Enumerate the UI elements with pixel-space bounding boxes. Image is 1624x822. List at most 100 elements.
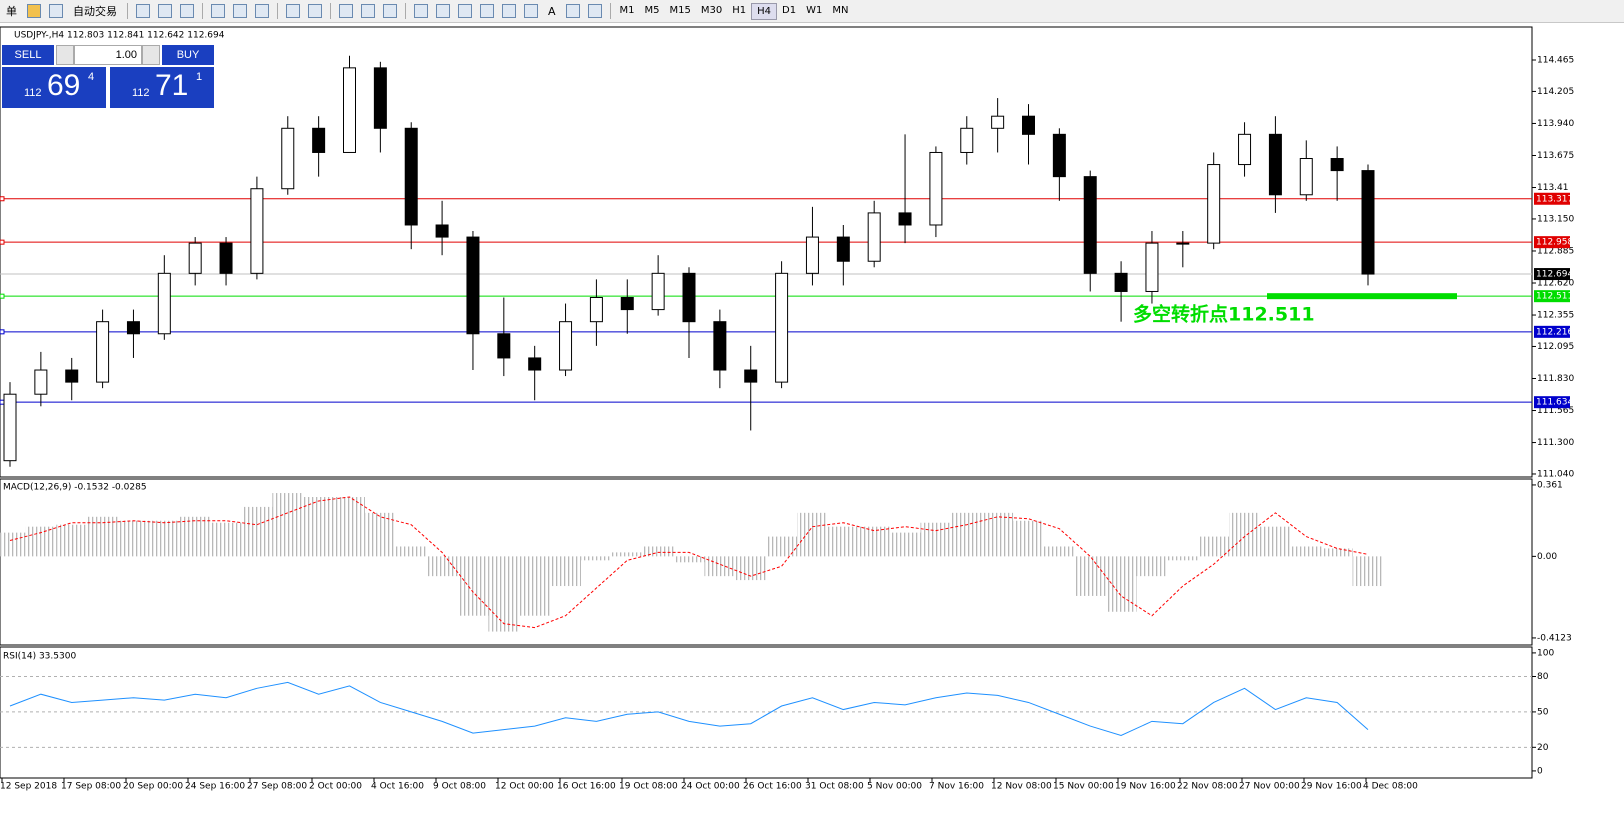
candle-body bbox=[96, 321, 110, 383]
icon[interactable] bbox=[565, 4, 580, 18]
y-tick-label: 114.465 bbox=[1537, 55, 1574, 65]
candle-body bbox=[250, 188, 264, 274]
icon[interactable] bbox=[27, 4, 41, 18]
icon[interactable] bbox=[339, 4, 353, 18]
candle-body bbox=[126, 321, 140, 335]
y-tick-label: 112.095 bbox=[1537, 342, 1574, 352]
ask-price[interactable]: 112 71 1 bbox=[110, 67, 214, 108]
rsi-tick-label: 20 bbox=[1537, 743, 1549, 753]
separator bbox=[609, 3, 611, 19]
level-label-box bbox=[1534, 290, 1570, 303]
icon[interactable] bbox=[414, 4, 428, 18]
y-tick-label: 113.675 bbox=[1537, 151, 1574, 161]
bid-price[interactable]: 112 69 4 bbox=[2, 67, 106, 108]
x-tick-label: 16 Oct 16:00 bbox=[557, 782, 616, 792]
icon[interactable] bbox=[233, 4, 247, 18]
macd-histogram bbox=[303, 497, 335, 557]
macd-histogram bbox=[1290, 546, 1322, 557]
price-main: 71 bbox=[155, 69, 189, 102]
icon[interactable] bbox=[158, 4, 172, 18]
lot-down[interactable] bbox=[56, 45, 74, 65]
x-tick-label: 20 Sep 00:00 bbox=[123, 782, 183, 792]
candle-body bbox=[960, 127, 974, 153]
y-tick-label: 111.300 bbox=[1537, 438, 1574, 448]
price-big: 112 bbox=[24, 87, 42, 99]
x-tick-label: 17 Sep 08:00 bbox=[61, 782, 121, 792]
lot-input[interactable]: 1.00 bbox=[74, 45, 142, 65]
macd-signal bbox=[9, 496, 1369, 629]
period-button[interactable]: H4 bbox=[751, 2, 778, 20]
candle-body bbox=[744, 369, 758, 383]
icon[interactable] bbox=[436, 4, 450, 18]
y-tick-label: 112.355 bbox=[1537, 311, 1574, 321]
x-tick-label: 12 Oct 00:00 bbox=[495, 782, 554, 792]
period-button[interactable]: M5 bbox=[644, 4, 660, 16]
candle-body bbox=[1207, 164, 1221, 244]
period-button[interactable]: D1 bbox=[782, 4, 797, 16]
separator bbox=[202, 3, 203, 19]
macd-histogram bbox=[1229, 512, 1260, 557]
period-button[interactable]: M15 bbox=[669, 4, 691, 16]
text-tool[interactable]: A bbox=[548, 4, 556, 18]
icon[interactable] bbox=[502, 4, 516, 18]
icon[interactable] bbox=[524, 4, 538, 18]
period-button[interactable]: M1 bbox=[619, 4, 635, 16]
candle-body bbox=[281, 127, 295, 190]
rsi-tick-label: 80 bbox=[1537, 672, 1549, 682]
price-small: 4 bbox=[88, 71, 95, 83]
icon[interactable] bbox=[458, 4, 472, 18]
icon[interactable] bbox=[255, 4, 269, 18]
period-button[interactable]: MN bbox=[832, 4, 849, 16]
icon[interactable] bbox=[480, 4, 494, 18]
macd-histogram bbox=[210, 522, 242, 557]
rsi-tick-label: 100 bbox=[1537, 648, 1554, 658]
x-tick-label: 5 Nov 00:00 bbox=[867, 782, 922, 792]
macd-histogram bbox=[1352, 556, 1384, 587]
macd-histogram bbox=[982, 512, 1014, 557]
price-small: 1 bbox=[196, 71, 203, 83]
macd-histogram bbox=[87, 516, 119, 557]
macd-histogram bbox=[148, 520, 180, 557]
macd-histogram bbox=[550, 556, 581, 587]
icon[interactable] bbox=[180, 4, 194, 18]
sell-button[interactable]: SELL bbox=[2, 45, 54, 65]
icon[interactable] bbox=[136, 4, 150, 18]
macd-histogram bbox=[1259, 526, 1291, 557]
macd-histogram bbox=[766, 536, 798, 557]
macd-histogram bbox=[827, 526, 859, 557]
icon[interactable] bbox=[286, 4, 300, 18]
buy-button[interactable]: BUY bbox=[162, 45, 214, 65]
candle-body bbox=[898, 212, 912, 226]
menu-fragment[interactable]: 单 bbox=[6, 5, 17, 18]
x-tick-label: 15 Nov 00:00 bbox=[1053, 782, 1114, 792]
macd-histogram bbox=[1043, 546, 1075, 557]
icon[interactable] bbox=[49, 4, 63, 18]
level-handle bbox=[0, 239, 5, 245]
macd-histogram bbox=[858, 526, 890, 557]
icon[interactable] bbox=[383, 4, 397, 18]
icon[interactable] bbox=[587, 4, 602, 18]
x-tick-label: 24 Sep 16:00 bbox=[185, 782, 245, 792]
icon[interactable] bbox=[361, 4, 375, 18]
period-button[interactable]: M30 bbox=[700, 4, 723, 16]
candle-body bbox=[682, 272, 696, 323]
auto-trading[interactable]: 自动交易 bbox=[73, 5, 117, 18]
macd-label: MACD(12,26,9) -0.1532 -0.0285 bbox=[3, 483, 147, 493]
candle-body bbox=[219, 242, 233, 274]
period-button[interactable]: W1 bbox=[806, 4, 823, 16]
macd-histogram bbox=[118, 520, 149, 557]
period-button[interactable]: H1 bbox=[732, 4, 747, 16]
icon[interactable] bbox=[211, 4, 225, 18]
chart: USDJPY-,H4 112.803 112.841 112.642 112.6… bbox=[0, 26, 1574, 792]
candle-body bbox=[1268, 133, 1282, 196]
x-tick-label: 27 Sep 08:00 bbox=[247, 782, 307, 792]
lot-up[interactable] bbox=[142, 45, 160, 65]
icon[interactable] bbox=[308, 4, 322, 18]
x-tick-label: 19 Nov 16:00 bbox=[1115, 782, 1176, 792]
candle-body bbox=[343, 67, 356, 153]
x-tick-label: 22 Nov 08:00 bbox=[1177, 782, 1238, 792]
x-tick-label: 26 Oct 16:00 bbox=[743, 782, 802, 792]
y-tick-label: 113.940 bbox=[1537, 119, 1574, 129]
macd-histogram bbox=[25, 526, 57, 557]
separator bbox=[330, 3, 331, 19]
